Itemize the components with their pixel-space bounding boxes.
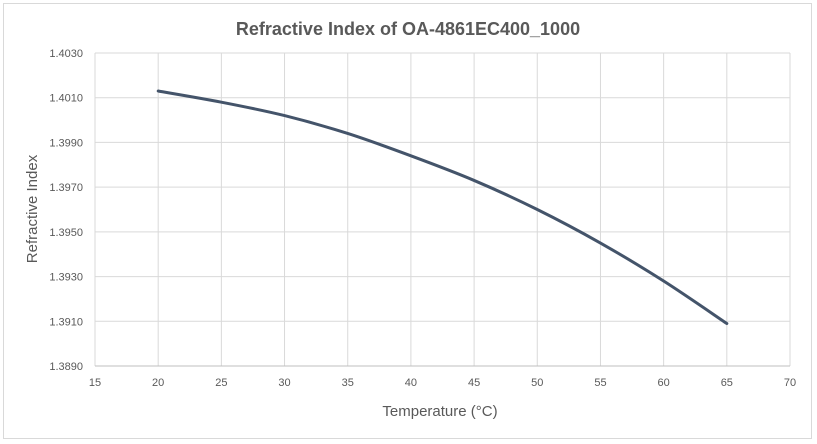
x-tick-label: 30 (278, 377, 290, 389)
y-axis-title: Refractive Index (24, 154, 41, 263)
y-tick-label: 1.3910 (49, 316, 83, 328)
vertical-gridlines (94, 53, 791, 366)
x-tick-label: 55 (594, 377, 606, 389)
x-tick-label: 15 (89, 377, 101, 389)
y-tick-label: 1.3950 (49, 227, 83, 239)
x-tick-labels: 15 20 25 30 35 40 45 50 55 60 65 70 (89, 377, 796, 389)
chart-title: Refractive Index of OA-4861EC400_1000 (236, 19, 580, 39)
horizontal-gridlines (95, 52, 790, 322)
x-tick-label: 70 (784, 377, 796, 389)
x-tick-label: 40 (405, 377, 417, 389)
y-tick-labels: 1.3890 1.3910 1.3930 1.3950 1.3970 1.3990 1.40… (49, 48, 83, 373)
x-tick-label: 25 (215, 377, 227, 389)
x-tick-label: 35 (342, 377, 354, 389)
series-layer (156, 89, 729, 326)
x-tick-label: 60 (658, 377, 670, 389)
series-line-0 (156, 89, 729, 326)
y-tick-label: 1.3890 (49, 361, 83, 373)
y-tick-label: 1.3990 (49, 137, 83, 149)
y-tick-label: 1.3970 (49, 182, 83, 194)
y-tick-label: 1.3930 (49, 272, 83, 284)
x-tick-label: 50 (531, 377, 543, 389)
y-tick-label: 1.4030 (49, 48, 83, 60)
x-tick-label: 20 (152, 377, 164, 389)
x-axis-title: Temperature (°C) (382, 403, 497, 420)
y-tick-label: 1.4010 (49, 93, 83, 105)
x-tick-label: 65 (721, 377, 733, 389)
x-tick-label: 45 (468, 377, 480, 389)
